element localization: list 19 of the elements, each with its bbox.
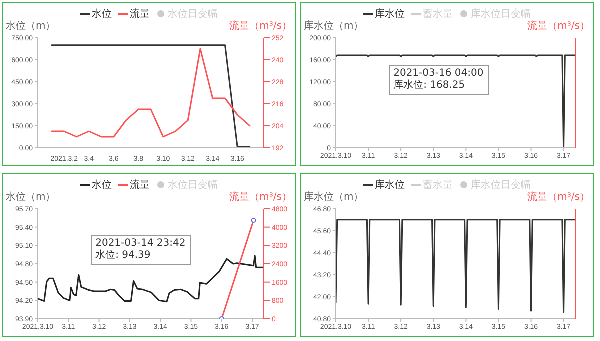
- legend-label: 库水位: [375, 178, 405, 192]
- legend-label: 水位: [92, 178, 112, 192]
- y2-axis-title: 流量（m³/s）: [528, 190, 590, 204]
- legend-label: 流量: [130, 178, 150, 192]
- y2-axis-title: 流量（m³/s）: [528, 20, 590, 33]
- annotation: 库水位: 168.25: [394, 80, 466, 92]
- y-axis-title: 库水位（m）: [304, 20, 364, 33]
- annotation: 2021-03-16 04:00: [394, 68, 484, 80]
- y-axis-title: 水位（m）: [6, 190, 56, 204]
- line-series: [336, 218, 576, 313]
- y2-axis-title: 流量（m³/s）: [230, 20, 292, 33]
- legend-label: 流量: [130, 8, 150, 21]
- annotation: 2021-03-14 23:42: [96, 238, 186, 250]
- annotation: 水位: 94.39: [96, 250, 152, 262]
- y-axis-title: 库水位（m）: [304, 190, 364, 204]
- legend-label: 库水位: [375, 8, 405, 21]
- y2-axis-title: 流量（m³/s）: [230, 190, 292, 204]
- legend-label: 水位: [92, 8, 112, 21]
- y-axis-title: 水位（m）: [6, 20, 56, 33]
